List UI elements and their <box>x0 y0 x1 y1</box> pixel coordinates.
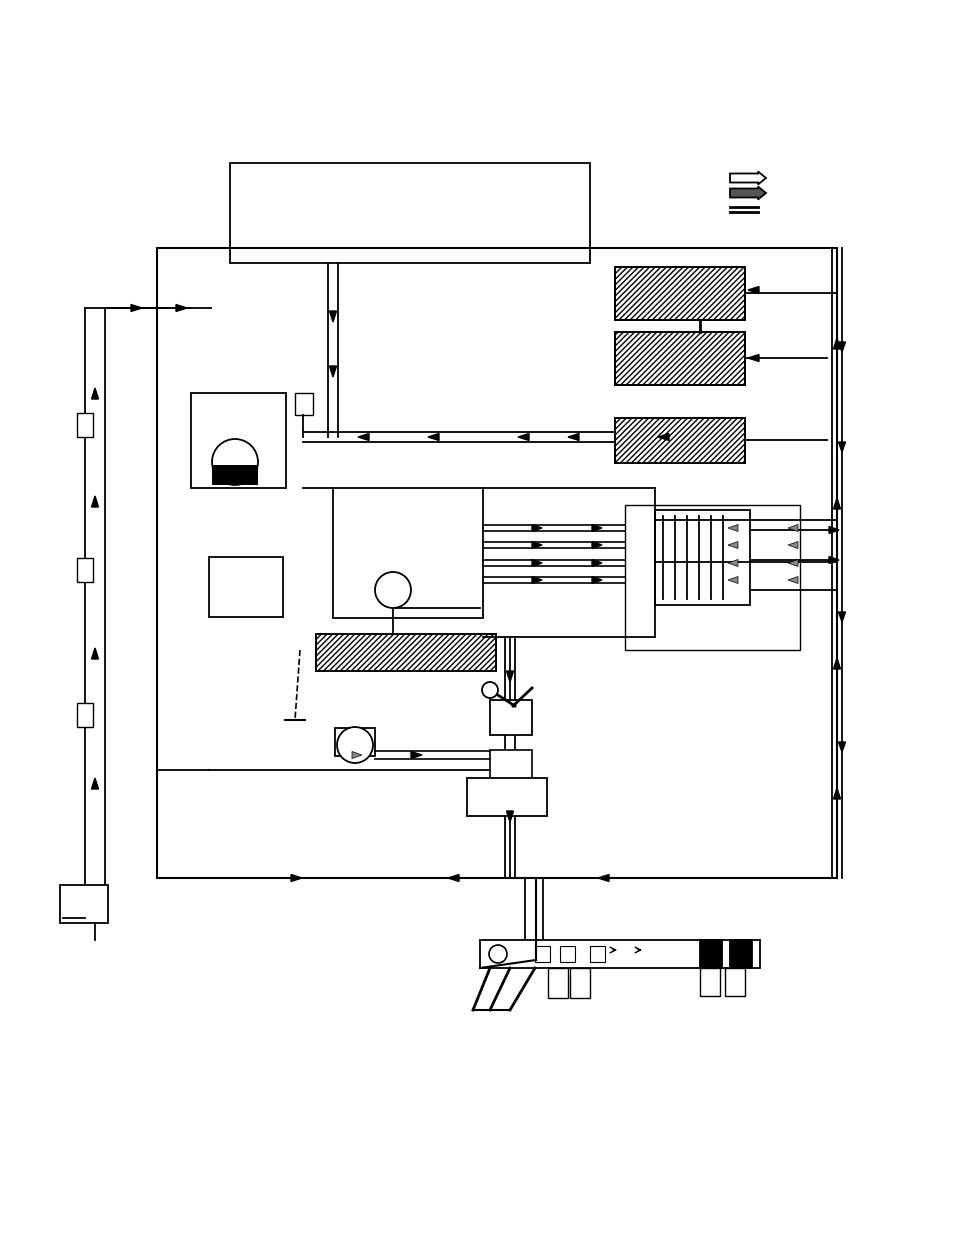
Bar <box>729 940 751 968</box>
Polygon shape <box>91 648 98 659</box>
Polygon shape <box>833 788 840 799</box>
Polygon shape <box>532 541 541 548</box>
Polygon shape <box>787 559 797 567</box>
Bar <box>333 488 482 618</box>
Polygon shape <box>506 811 513 823</box>
Polygon shape <box>532 577 541 583</box>
FancyArrow shape <box>729 186 765 200</box>
Polygon shape <box>828 526 838 534</box>
Polygon shape <box>747 354 759 362</box>
Polygon shape <box>592 577 601 583</box>
Circle shape <box>481 682 497 698</box>
Polygon shape <box>833 498 840 509</box>
Polygon shape <box>91 388 98 399</box>
Bar <box>700 968 720 995</box>
Bar <box>615 332 744 385</box>
Polygon shape <box>592 541 601 548</box>
Bar <box>77 412 92 437</box>
Bar <box>559 946 575 962</box>
Polygon shape <box>838 742 844 752</box>
Polygon shape <box>352 752 361 758</box>
Bar <box>315 634 496 671</box>
Bar <box>490 750 532 782</box>
Bar <box>77 703 92 727</box>
Polygon shape <box>828 557 838 563</box>
Polygon shape <box>787 577 797 583</box>
Bar <box>209 557 283 618</box>
Bar <box>700 940 721 968</box>
Bar <box>615 267 744 320</box>
Bar <box>615 417 744 463</box>
Polygon shape <box>838 342 844 352</box>
Circle shape <box>489 945 506 963</box>
Bar <box>615 267 744 320</box>
Bar <box>294 393 313 415</box>
Polygon shape <box>532 559 541 567</box>
Polygon shape <box>291 874 302 882</box>
Polygon shape <box>727 559 738 567</box>
Polygon shape <box>787 541 797 548</box>
Polygon shape <box>517 433 529 441</box>
Bar <box>315 634 496 671</box>
Bar <box>724 968 744 995</box>
Bar <box>615 332 744 385</box>
Bar <box>589 946 604 962</box>
Polygon shape <box>131 305 142 311</box>
Polygon shape <box>727 541 738 548</box>
Bar <box>655 510 749 605</box>
Polygon shape <box>506 671 513 682</box>
Circle shape <box>212 438 257 485</box>
Polygon shape <box>727 577 738 583</box>
Polygon shape <box>833 658 840 669</box>
Polygon shape <box>833 338 840 350</box>
Bar <box>615 417 744 463</box>
Bar <box>230 163 589 263</box>
Bar <box>191 393 286 488</box>
Polygon shape <box>532 525 541 531</box>
Polygon shape <box>91 496 98 508</box>
Polygon shape <box>838 613 844 622</box>
Polygon shape <box>91 778 98 789</box>
Circle shape <box>375 572 411 608</box>
Bar <box>547 968 567 998</box>
Bar <box>212 466 257 485</box>
Polygon shape <box>175 305 187 311</box>
Polygon shape <box>567 433 578 441</box>
Bar <box>335 727 375 756</box>
Polygon shape <box>411 752 421 758</box>
Bar <box>535 946 550 962</box>
Polygon shape <box>448 874 458 882</box>
FancyArrow shape <box>729 172 765 184</box>
Polygon shape <box>428 433 438 441</box>
Polygon shape <box>838 442 844 452</box>
Polygon shape <box>787 525 797 531</box>
Bar <box>157 248 836 878</box>
Polygon shape <box>747 287 759 294</box>
Bar <box>60 885 108 923</box>
Bar <box>624 505 800 650</box>
Polygon shape <box>329 311 336 322</box>
Bar <box>467 778 546 816</box>
Bar <box>569 968 589 998</box>
Polygon shape <box>592 525 601 531</box>
Polygon shape <box>598 874 608 882</box>
Bar <box>479 940 760 968</box>
Circle shape <box>336 727 373 763</box>
Polygon shape <box>357 433 369 441</box>
Bar <box>77 558 92 582</box>
Polygon shape <box>727 525 738 531</box>
Bar <box>490 700 532 735</box>
Polygon shape <box>658 433 668 441</box>
Polygon shape <box>329 366 336 377</box>
Polygon shape <box>592 559 601 567</box>
